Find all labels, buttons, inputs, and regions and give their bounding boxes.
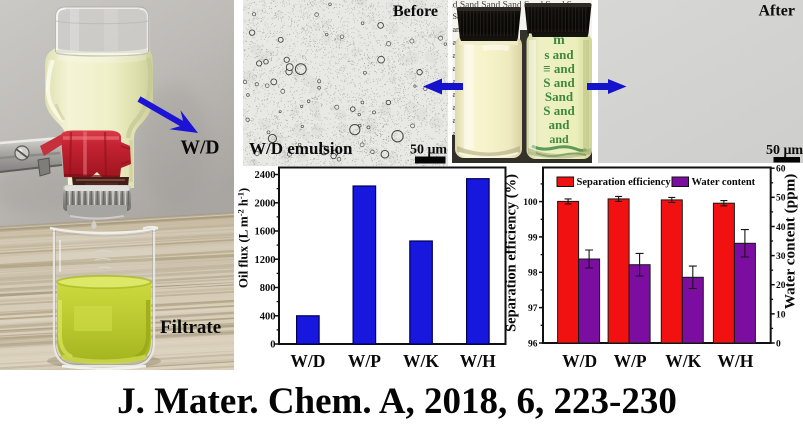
- svg-text:W/K: W/K: [665, 351, 701, 371]
- svg-text:W/D: W/D: [562, 351, 597, 371]
- svg-text:99: 99: [528, 233, 538, 243]
- svg-text:Water content: Water content: [692, 177, 756, 188]
- svg-text:60: 60: [776, 165, 786, 175]
- svg-text:50: 50: [776, 194, 786, 204]
- svg-text:S and: S and: [543, 103, 575, 118]
- svg-text:10: 10: [776, 310, 786, 320]
- svg-text:2400: 2400: [255, 170, 276, 181]
- svg-text:1200: 1200: [255, 255, 276, 266]
- svg-text:nd Sand Sand Sand Sand Sand Sa: nd Sand Sand Sand Sand Sand Sa: [452, 1, 577, 11]
- svg-text:0: 0: [776, 339, 781, 349]
- svg-text:After: After: [758, 3, 794, 20]
- svg-text:2000: 2000: [255, 198, 276, 209]
- svg-text:and: and: [549, 132, 569, 146]
- svg-text:and: and: [549, 117, 571, 132]
- svg-text:W/D emulsion: W/D emulsion: [249, 139, 353, 158]
- svg-text:W/P: W/P: [348, 351, 381, 371]
- svg-text:1600: 1600: [255, 227, 276, 238]
- svg-text:W/D: W/D: [290, 351, 325, 371]
- svg-text:a: a: [453, 64, 457, 73]
- svg-text:30: 30: [776, 252, 786, 262]
- svg-text:Water content (ppm): Water content (ppm): [782, 174, 799, 310]
- svg-text:Sand: Sand: [545, 89, 574, 104]
- svg-text:100: 100: [523, 198, 538, 208]
- svg-text:W/D: W/D: [181, 138, 220, 159]
- svg-text:an: an: [453, 25, 461, 34]
- svg-text:400: 400: [260, 311, 276, 322]
- svg-text:Sa: Sa: [453, 12, 461, 21]
- svg-text:50 μm: 50 μm: [766, 143, 803, 158]
- svg-text:s and: s and: [544, 47, 574, 62]
- svg-text:97: 97: [528, 304, 538, 314]
- svg-text:Oil flux (L m-2 h-1): Oil flux (L m-2 h-1): [236, 188, 251, 288]
- svg-text:≡ and: ≡ and: [543, 61, 575, 76]
- svg-text:W/H: W/H: [460, 351, 496, 371]
- svg-text:50 μm: 50 μm: [410, 143, 447, 158]
- svg-text:0: 0: [270, 340, 275, 351]
- svg-text:40: 40: [776, 223, 786, 233]
- svg-text:W/H: W/H: [717, 351, 753, 371]
- svg-text:Filtrate: Filtrate: [160, 317, 221, 338]
- svg-text:W/P: W/P: [614, 351, 647, 371]
- svg-text:800: 800: [260, 283, 276, 294]
- svg-text:20: 20: [776, 281, 786, 291]
- svg-text:Separation efficiency (%): Separation efficiency (%): [504, 174, 520, 332]
- svg-text:W/K: W/K: [403, 351, 439, 371]
- svg-text:S and: S and: [543, 75, 575, 90]
- svg-text:Before: Before: [393, 3, 438, 20]
- svg-text:98: 98: [528, 269, 538, 279]
- svg-text:Separation efficiency: Separation efficiency: [577, 177, 672, 188]
- svg-text:96: 96: [528, 339, 538, 349]
